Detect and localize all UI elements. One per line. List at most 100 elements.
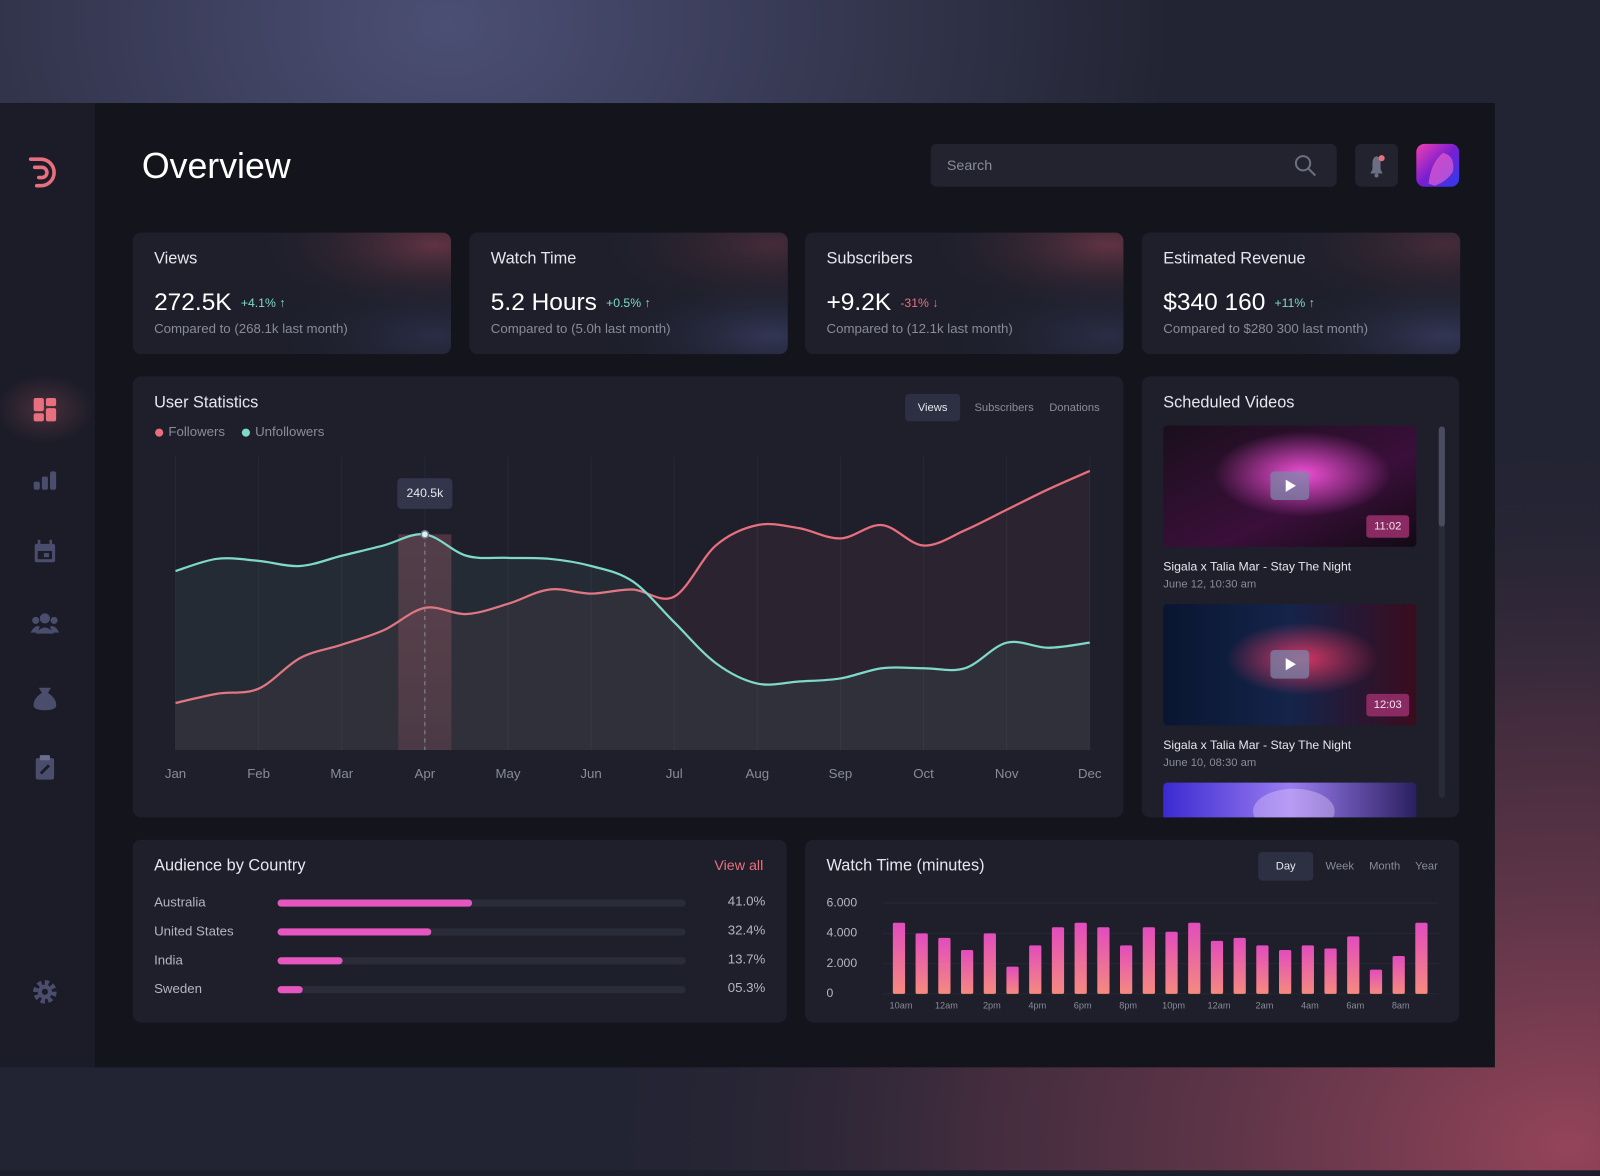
icon-part [49,471,57,490]
user-statistics-chart: User Statistics Views Subscribers Donations… [154,393,1102,781]
x-tick-label: May [495,766,520,781]
icon-part [49,539,53,546]
stat-change: +4.1% ↑ [241,296,286,310]
bar [1301,945,1314,994]
country-label: India [154,952,183,967]
notification-dot [1378,155,1385,162]
stat-card-glow [805,232,1124,355]
search-icon[interactable] [1294,155,1317,177]
x-tick-label: Apr [415,766,436,781]
tab[interactable]: Subscribers [974,402,1034,414]
stat-value: +9.2K [827,290,892,317]
bar [1233,937,1246,994]
tab[interactable]: Views [918,402,948,414]
watch-time-chart: Watch Time (minutes) Day Week Month Year 6.00… [827,852,1439,1011]
legend-label: Followers [168,424,225,439]
x-tick-label: 4pm [1028,1001,1046,1011]
tooltip-label: 240.5k [406,486,444,500]
stat-card-glow [469,232,788,355]
stat-cards: Views 272.5K +4.1% ↑ Compared to (268.1k la… [132,232,1461,355]
x-tick-label: 12am [935,1001,958,1011]
logo[interactable] [28,157,56,188]
sidebar [0,103,95,1068]
video-thumbnail[interactable] [1163,782,1417,904]
bar [1415,922,1428,994]
bar [1279,949,1292,994]
icon-part [33,687,57,711]
stat-label: Estimated Revenue [1163,249,1305,267]
nav-analytics[interactable] [33,471,57,490]
tab[interactable]: Month [1369,860,1400,872]
icon-part [45,397,57,407]
nav-revenue[interactable] [33,687,57,711]
video-duration: 11:02 [1374,520,1401,532]
nav-reports[interactable] [35,755,55,780]
bar [1347,936,1360,994]
audience-chart: Audience by Country View all Australia 41.0… [154,857,765,997]
stat-value-row: 5.2 Hours +0.5% ↑ [491,290,651,317]
legend-label: Unfollowers [255,424,325,439]
icon-part [33,397,44,412]
icon-part [45,408,57,422]
stat-label: Views [154,249,197,267]
icon-part [41,988,48,995]
bar [1142,927,1155,994]
video-title: Sigala x Talia Mar - Stay The Night [1163,560,1352,574]
stat-value-row: $340 160 +11% ↑ [1163,290,1314,317]
bar [277,957,343,965]
bar [1369,969,1383,994]
bar [1188,922,1201,994]
value-label: 05.3% [728,980,766,995]
nav-dashboard[interactable] [33,397,57,422]
bell-icon [1370,156,1383,174]
stat-comparison: Compared to (12.1k last month) [827,321,1013,336]
tab[interactable]: Year [1415,860,1438,872]
x-tick-label: 10am [890,1001,913,1011]
legend-swatch [241,428,250,437]
bar [1324,948,1337,994]
play-icon [1285,658,1296,671]
nav-audience[interactable] [30,613,60,634]
bar [983,933,996,994]
scrollbar-thumb[interactable] [1438,426,1445,527]
video-list: 11:02 Sigala x Talia Mar - Stay The Night… [1163,425,1417,904]
tab[interactable]: Week [1326,860,1355,872]
x-tick-label: 2pm [983,1001,1001,1011]
tab[interactable]: Donations [1049,402,1100,414]
bar [1165,931,1178,994]
icon-part [33,413,44,422]
bar [1256,945,1269,994]
view-all-link[interactable]: View all [714,858,763,874]
play-icon [1285,479,1296,492]
legend-swatch [155,428,164,437]
x-tick-label: 6am [1346,1001,1364,1011]
bar-track [277,957,686,965]
icon-part [50,616,58,624]
bar [915,933,928,994]
bar [1097,927,1110,994]
x-tick-label: 6pm [1074,1001,1092,1011]
x-tick-label: Aug [746,766,770,781]
nav-calendar[interactable] [34,539,56,563]
stat-comparison: Compared to $280 300 last month) [1163,321,1368,336]
x-tick-label: Jul [666,766,683,781]
stat-value: 272.5K [154,290,232,317]
icon-part [32,616,40,624]
stat-value: 5.2 Hours [491,290,597,317]
country-label: United States [154,923,234,938]
stat-card-glow [132,232,452,355]
icon-part [33,481,40,490]
country-label: Australia [154,895,206,910]
tab[interactable]: Day [1276,860,1296,872]
logo-mark [28,157,56,188]
logo-mark [32,165,49,180]
x-tick-label: 10pm [1162,1001,1185,1011]
area [175,470,1090,750]
tab-active-bg [905,393,961,422]
video-title: Sigala x Talia Mar - Stay The Night [1163,738,1352,752]
nav-settings[interactable] [33,980,57,1004]
search-box[interactable] [930,143,1337,187]
x-tick-label: 4am [1301,1001,1319,1011]
